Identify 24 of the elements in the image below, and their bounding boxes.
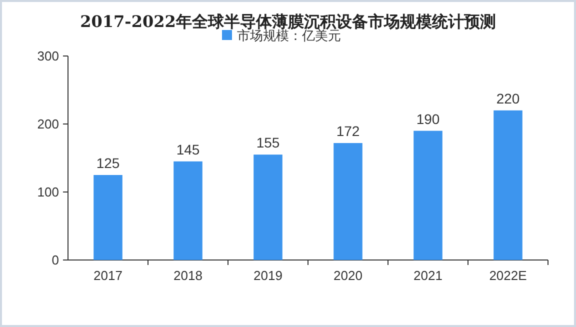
data-label: 190 <box>416 110 440 127</box>
data-label: 172 <box>336 123 360 140</box>
bar <box>254 154 282 260</box>
y-tick-label: 300 <box>37 48 59 64</box>
y-tick-label: 0 <box>52 252 59 268</box>
data-label: 145 <box>176 141 200 158</box>
x-tick-label: 2020 <box>334 268 362 283</box>
data-label: 155 <box>256 134 280 151</box>
legend-label: 市场规模：亿美元 <box>237 28 341 43</box>
data-label: 220 <box>496 90 520 106</box>
bar <box>334 143 362 260</box>
y-tick-label: 100 <box>37 184 59 200</box>
x-tick-label: 2019 <box>254 268 282 283</box>
x-tick-label: 2018 <box>174 268 202 283</box>
y-tick-label: 200 <box>37 116 59 132</box>
bar <box>174 161 202 260</box>
x-tick-label: 2022E <box>489 268 528 283</box>
bar <box>414 130 442 260</box>
data-label: 125 <box>96 155 120 171</box>
chart-title: 2017-2022年全球半导体薄膜沉积设备市场规模统计预测 <box>80 12 496 31</box>
x-tick-label: 2021 <box>414 268 442 283</box>
bar <box>494 110 522 260</box>
x-tick-label: 2017 <box>94 268 122 283</box>
bar <box>94 175 122 260</box>
